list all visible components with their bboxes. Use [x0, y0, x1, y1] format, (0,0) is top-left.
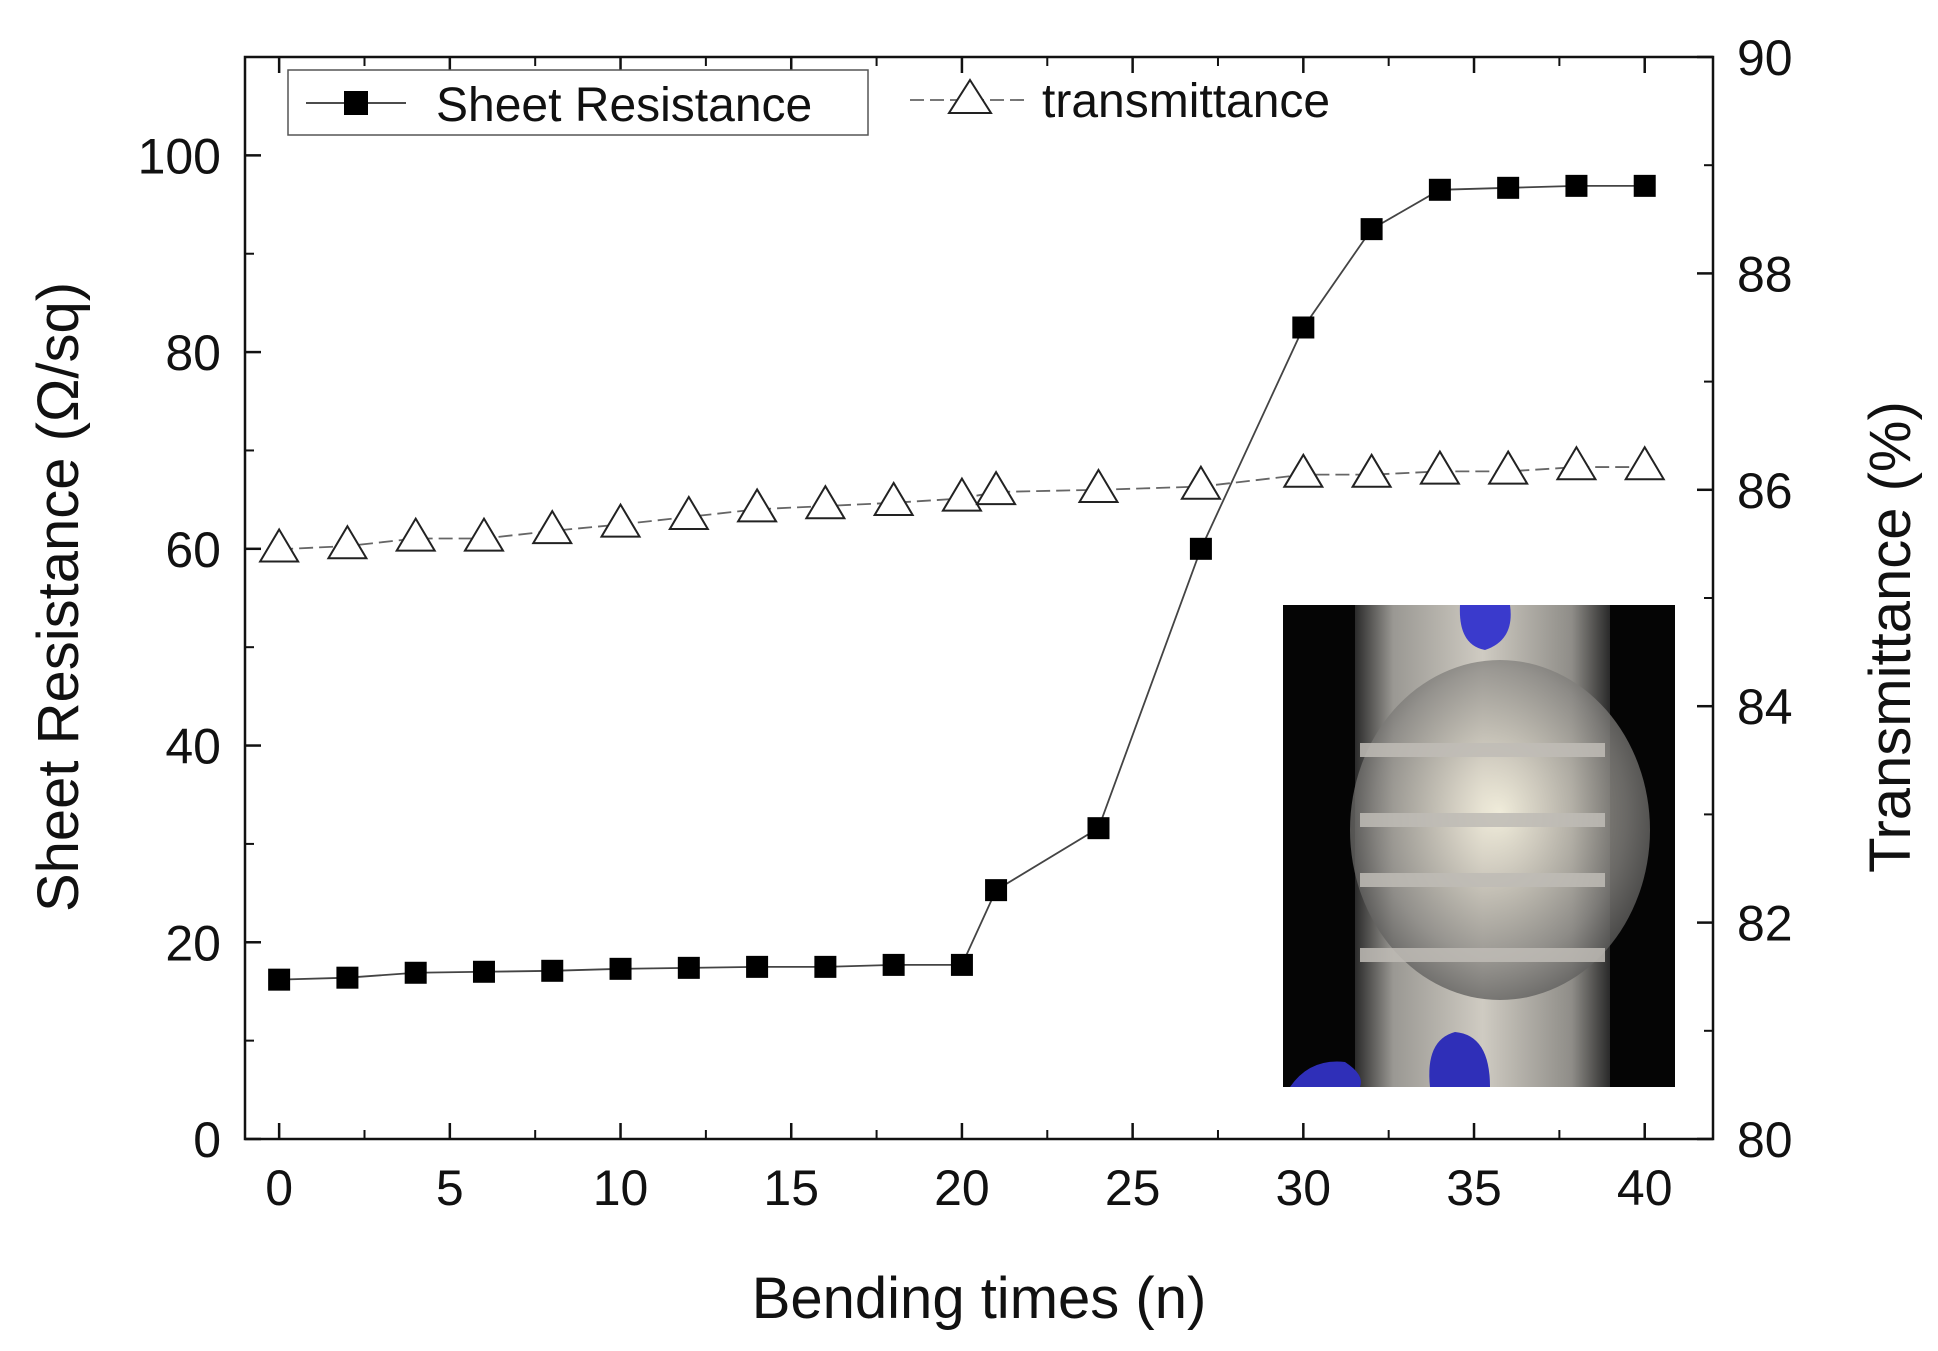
inset-photo — [1283, 605, 1675, 1087]
y-right-tick-label: 84 — [1737, 679, 1793, 735]
point-transmittance — [736, 487, 778, 523]
x-tick-label: 15 — [763, 1160, 819, 1216]
y-right-tick-label: 86 — [1737, 463, 1793, 519]
inset-glove-left-icon — [1290, 1061, 1361, 1087]
series-line-sheet-resistance — [279, 184, 1645, 981]
point-transmittance — [599, 502, 642, 538]
point-sheet-resistance — [1189, 537, 1212, 560]
point-sheet-resistance — [541, 959, 564, 982]
point-sheet-resistance — [472, 960, 495, 983]
point-transmittance — [258, 527, 300, 563]
point-sheet-resistance — [609, 957, 632, 980]
point-transmittance — [872, 480, 915, 516]
point-transmittance — [394, 516, 437, 552]
x-tick-label: 10 — [593, 1160, 649, 1216]
point-transmittance — [1419, 449, 1461, 485]
y-axis-right-title: Transmittance (%) — [1858, 401, 1923, 873]
point-transmittance — [1350, 452, 1393, 488]
inset-glove-top-icon — [1459, 605, 1511, 650]
point-sheet-resistance — [1633, 174, 1656, 197]
legend: Sheet Resistance transmittance — [287, 69, 1330, 136]
y-right-tick-label: 80 — [1737, 1112, 1793, 1168]
y-left-tick-label: 0 — [193, 1112, 221, 1168]
point-sheet-resistance — [677, 956, 700, 979]
legend-marker-transmittance — [947, 78, 993, 114]
y-left-tick-label: 60 — [165, 522, 221, 578]
point-sheet-resistance — [1087, 817, 1110, 840]
x-tick-label: 5 — [436, 1160, 464, 1216]
point-sheet-resistance — [950, 953, 973, 976]
point-transmittance — [463, 516, 505, 552]
legend-label-transmittance: transmittance — [1042, 75, 1330, 128]
y-left-tick-label: 100 — [138, 128, 221, 184]
x-tick-label: 40 — [1617, 1160, 1673, 1216]
point-sheet-resistance — [814, 955, 837, 978]
point-transmittance — [975, 470, 1017, 506]
y-left-tick-label: 20 — [165, 915, 221, 971]
point-transmittance — [668, 495, 710, 531]
point-transmittance — [531, 509, 574, 545]
point-transmittance — [326, 524, 369, 560]
y-right-tick-label: 82 — [1737, 896, 1793, 952]
point-sheet-resistance — [882, 953, 905, 976]
axes: 0 5 10 15 20 25 30 35 40 0 20 40 60 80 100 80 82 84 86 88 90 — [138, 30, 1793, 1216]
x-tick-label: 30 — [1276, 1160, 1332, 1216]
point-sheet-resistance — [985, 879, 1008, 902]
inset-glove-bottom-icon — [1429, 1032, 1490, 1087]
x-tick-label: 35 — [1446, 1160, 1502, 1216]
point-sheet-resistance — [1360, 218, 1383, 241]
point-sheet-resistance — [1497, 176, 1520, 199]
point-sheet-resistance — [1292, 316, 1315, 339]
y-left-tick-label: 80 — [165, 325, 221, 381]
point-sheet-resistance — [746, 955, 769, 978]
point-transmittance — [1282, 452, 1325, 488]
legend-marker-sheet-resistance — [344, 91, 368, 115]
point-transmittance — [804, 484, 847, 520]
point-transmittance — [941, 476, 983, 512]
point-sheet-resistance — [268, 968, 291, 991]
x-tick-label: 0 — [265, 1160, 293, 1216]
point-transmittance — [1623, 445, 1666, 481]
y-right-tick-label: 88 — [1737, 246, 1793, 302]
legend-label-sheet-resistance: Sheet Resistance — [436, 79, 812, 132]
y-left-tick-label: 40 — [165, 719, 221, 775]
point-sheet-resistance — [404, 961, 427, 984]
point-transmittance — [1180, 464, 1222, 500]
point-transmittance — [1487, 449, 1529, 485]
x-axis-title: Bending times (n) — [752, 1266, 1207, 1331]
point-sheet-resistance — [336, 966, 359, 989]
x-tick-label: 25 — [1105, 1160, 1161, 1216]
point-sheet-resistance — [1565, 174, 1588, 197]
x-tick-label: 20 — [934, 1160, 990, 1216]
inset-stripes — [1360, 743, 1605, 962]
y-right-tick-label: 90 — [1737, 30, 1793, 86]
y-axis-left-title: Sheet Resistance (Ω/sq) — [26, 282, 91, 912]
point-sheet-resistance — [1428, 178, 1451, 201]
point-transmittance — [1077, 468, 1120, 503]
point-transmittance — [1555, 445, 1598, 481]
series-layer — [258, 174, 1666, 991]
